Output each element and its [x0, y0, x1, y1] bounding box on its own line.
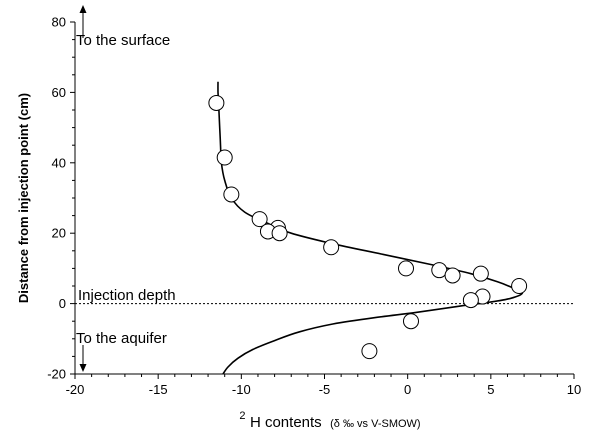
data-point: [398, 260, 415, 277]
data-point: [511, 278, 528, 294]
x-axis-label-superscript: 2: [239, 410, 245, 422]
x-tick-label: -20: [66, 382, 85, 397]
x-tick-label: 5: [487, 382, 494, 397]
x-axis-label: 2 H contents (δ ‰ vs V-SMOW): [239, 406, 420, 431]
x-tick-label: -10: [232, 382, 251, 397]
x-axis-ticks: -20 -15 -10 -5 0 5 10: [66, 374, 581, 397]
data-point: [472, 265, 489, 282]
y-axis-ticks: -20 0 20 40 60 80: [47, 15, 75, 382]
x-axis-label-main: H contents: [250, 414, 322, 431]
data-point: [323, 239, 340, 256]
y-tick-label: 20: [52, 226, 66, 241]
injection-depth-annotation: Injection depth: [78, 287, 176, 304]
y-tick-label: 60: [52, 85, 66, 100]
x-tick-label: 10: [567, 382, 581, 397]
data-point: [444, 267, 461, 284]
y-tick-label: 40: [52, 155, 66, 170]
y-tick-label: -20: [47, 367, 66, 382]
data-point: [431, 262, 448, 279]
down-arrow-icon: [79, 345, 87, 372]
data-point: [402, 313, 419, 330]
data-points: [208, 94, 528, 360]
axes: [74, 22, 574, 375]
data-point: [208, 94, 225, 111]
data-point: [251, 211, 268, 228]
x-axis-label-units: (δ ‰ vs V-SMOW): [330, 418, 420, 430]
aquifer-annotation: To the aquifer: [76, 330, 167, 347]
x-tick-label: 0: [404, 382, 411, 397]
up-arrow-icon: [79, 5, 87, 38]
data-point: [462, 292, 479, 309]
y-axis-label: Distance from injection point (cm): [16, 93, 31, 303]
y-tick-label: 80: [52, 15, 66, 30]
y-tick-label: 0: [59, 296, 66, 311]
data-point: [271, 225, 288, 242]
data-point: [223, 186, 240, 203]
data-point: [216, 149, 233, 166]
data-point: [361, 343, 378, 360]
x-tick-label: -5: [319, 382, 331, 397]
x-tick-label: -15: [149, 382, 168, 397]
surface-annotation: To the surface: [76, 32, 170, 49]
